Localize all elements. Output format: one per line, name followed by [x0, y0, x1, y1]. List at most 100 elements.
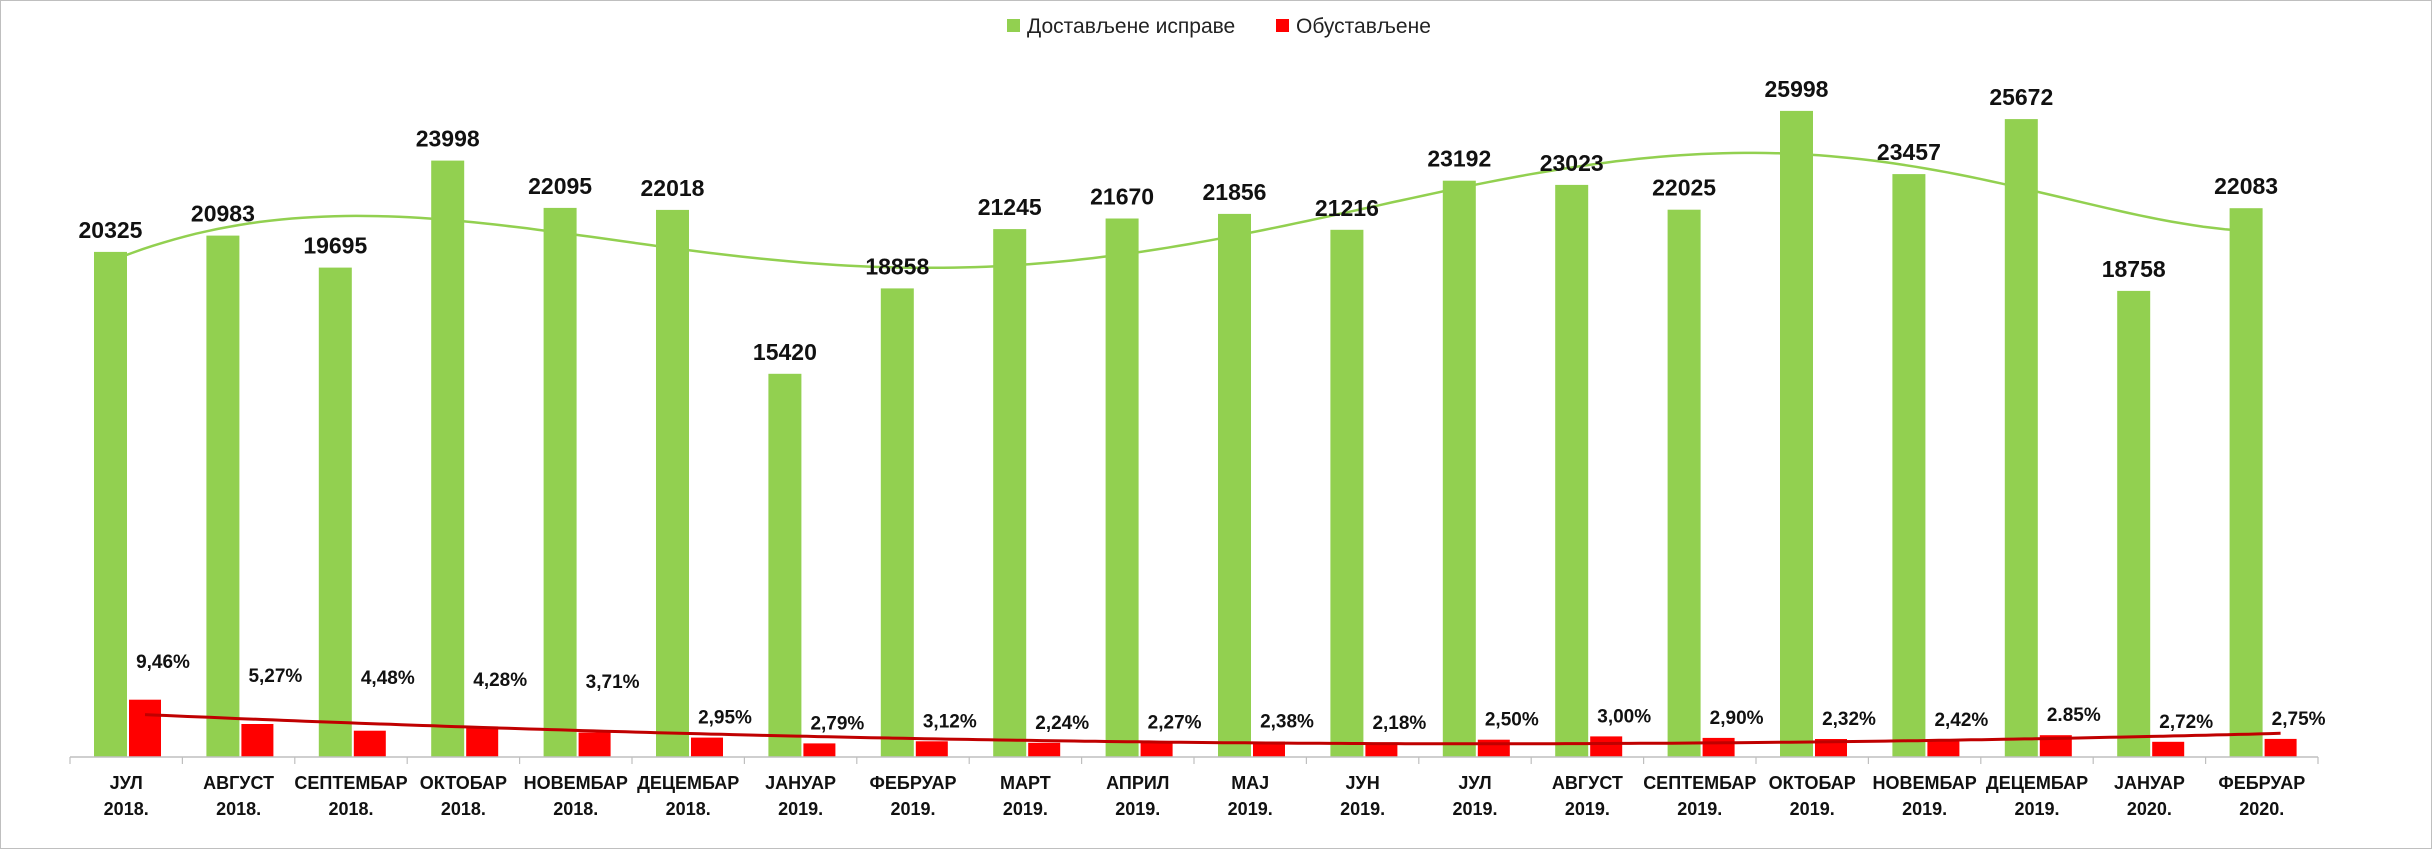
x-label-year-9: 2019.	[1115, 799, 1160, 819]
value-label-suspended-1: 5,27%	[248, 666, 302, 687]
bar-submitted-9	[1105, 218, 1139, 757]
bar-suspended-19	[2264, 738, 2297, 757]
value-label-suspended-0: 9,46%	[136, 652, 190, 673]
x-label-year-11: 2019.	[1340, 799, 1385, 819]
value-label-submitted-8: 21245	[978, 194, 1042, 220]
bar-suspended-0	[129, 699, 161, 757]
bar-suspended-5	[691, 737, 723, 757]
bar-submitted-14	[1667, 209, 1701, 757]
x-label-year-1: 2018.	[216, 799, 261, 819]
value-label-submitted-1: 20983	[191, 201, 255, 227]
value-label-suspended-16: 2,42%	[1934, 710, 1988, 731]
bar-submitted-17	[2004, 119, 2038, 758]
value-label-suspended-11: 2,18%	[1372, 713, 1426, 734]
bar-submitted-19	[2229, 208, 2263, 757]
bar-suspended-4	[578, 732, 611, 757]
x-label-year-13: 2019.	[1565, 799, 1610, 819]
value-label-suspended-14: 2,90%	[1710, 708, 1764, 729]
bar-submitted-2	[318, 267, 352, 757]
bar-suspended-6	[803, 743, 836, 757]
x-label-year-3: 2018.	[441, 799, 486, 819]
value-label-submitted-2: 19695	[303, 233, 367, 259]
value-label-suspended-12: 2,50%	[1485, 710, 1539, 731]
x-label-year-6: 2019.	[778, 799, 823, 819]
bar-submitted-7	[880, 288, 914, 757]
bar-submitted-15	[1780, 110, 1813, 757]
value-label-submitted-3: 23998	[416, 126, 480, 152]
x-axis-ticks	[69, 757, 2319, 764]
x-label-year-4: 2018.	[553, 799, 598, 819]
value-label-submitted-9: 21670	[1090, 184, 1154, 210]
trendline-suspended	[144, 713, 2281, 746]
bar-submitted-6	[768, 373, 802, 757]
value-label-submitted-7: 18858	[865, 253, 929, 279]
x-label-month-1: АВГУСТ	[203, 773, 274, 793]
value-label-submitted-10: 21856	[1203, 179, 1267, 205]
value-label-submitted-5: 22018	[641, 175, 705, 201]
bar-suspended-8	[1028, 742, 1061, 757]
bar-suspended-1	[241, 724, 274, 757]
bar-submitted-11	[1330, 229, 1364, 758]
x-label-month-12: ЈУЛ	[1458, 773, 1491, 793]
bar-suspended-17	[2039, 735, 2072, 757]
bar-suspended-11	[1365, 743, 1398, 757]
x-label-year-16: 2019.	[1902, 799, 1947, 819]
x-label-month-8: МАРТ	[1000, 773, 1051, 793]
bar-suspended-7	[915, 741, 948, 757]
x-label-month-0: ЈУЛ	[110, 773, 143, 793]
value-label-submitted-19: 22083	[2214, 173, 2278, 199]
x-label-year-5: 2018.	[666, 799, 711, 819]
value-label-submitted-4: 22095	[528, 173, 592, 199]
x-label-year-15: 2019.	[1790, 799, 1835, 819]
legend-swatch-submitted	[1007, 19, 1020, 32]
legend-label-suspended: Обустављене	[1296, 15, 1431, 38]
bar-suspended-16	[1927, 740, 1960, 757]
x-label-year-10: 2019.	[1228, 799, 1273, 819]
x-label-year-8: 2019.	[1003, 799, 1048, 819]
value-label-submitted-11: 21216	[1315, 195, 1379, 221]
x-axis-labels: ЈУЛ 2018. АВГУСТ 2018. СЕПТЕМБАР 2018. ОКТОБАР…	[104, 773, 2306, 819]
value-label-submitted-16: 23457	[1877, 139, 1941, 165]
bar-submitted-5	[656, 209, 689, 757]
x-label-year-17: 2019.	[2014, 799, 2059, 819]
x-label-month-10: МАЈ	[1231, 773, 1269, 793]
data-labels: 20325 9,46% 20983 5,27% 19695 4,48% 23998 4,28%…	[79, 76, 2326, 735]
trendline-submitted	[110, 151, 2247, 270]
legend: Достављене исправе Обустављене	[1007, 15, 1431, 38]
value-label-submitted-18: 18758	[2102, 256, 2166, 282]
bar-submitted-8	[993, 229, 1027, 758]
x-label-month-11: ЈУН	[1345, 773, 1379, 793]
x-label-month-16: НОВЕМБАР	[1872, 773, 1976, 793]
bar-submitted-4	[543, 207, 577, 757]
value-label-suspended-13: 3,00%	[1597, 706, 1651, 727]
x-label-year-12: 2019.	[1452, 799, 1497, 819]
bar-suspended-10	[1253, 741, 1285, 757]
bar-submitted-3	[431, 160, 465, 758]
x-label-year-19: 2020.	[2239, 799, 2284, 819]
value-label-suspended-15: 2,32%	[1822, 709, 1876, 730]
value-label-suspended-5: 2,95%	[698, 708, 752, 729]
x-label-year-18: 2020.	[2127, 799, 2172, 819]
x-label-month-13: АВГУСТ	[1552, 773, 1623, 793]
value-label-suspended-9: 2,27%	[1148, 712, 1202, 733]
x-label-year-0: 2018.	[104, 799, 149, 819]
bar-submitted-12	[1442, 180, 1476, 757]
bar-suspended-13	[1590, 736, 1623, 757]
value-label-submitted-13: 23023	[1540, 150, 1604, 176]
value-label-submitted-12: 23192	[1427, 146, 1491, 172]
value-label-suspended-4: 3,71%	[586, 672, 640, 693]
x-label-month-3: ОКТОБАР	[420, 773, 507, 793]
value-label-submitted-14: 22025	[1652, 175, 1716, 201]
bar-suspended-18	[2152, 741, 2185, 757]
value-label-submitted-15: 25998	[1765, 76, 1829, 102]
x-label-month-14: СЕПТЕМБАР	[1643, 773, 1756, 793]
bar-submitted-0	[94, 251, 127, 757]
x-label-month-19: ФЕБРУАР	[2218, 773, 2305, 793]
value-label-suspended-2: 4,48%	[361, 668, 415, 689]
x-label-month-17: ДЕЦЕМБАР	[1986, 773, 2088, 793]
bar-suspended-2	[353, 730, 386, 757]
legend-swatch-suspended	[1276, 19, 1289, 32]
value-label-suspended-6: 2,79%	[810, 713, 864, 734]
bar-submitted-1	[206, 235, 240, 758]
